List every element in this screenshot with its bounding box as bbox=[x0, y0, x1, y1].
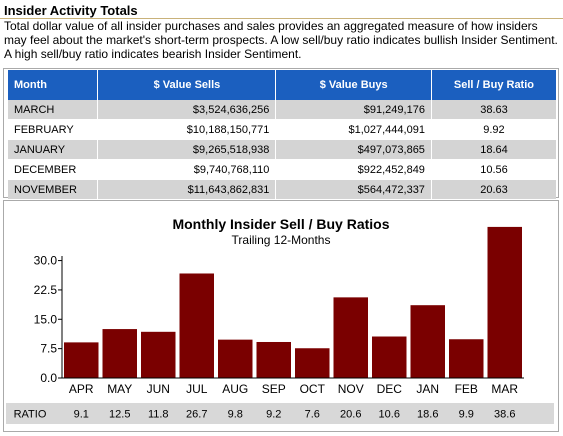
x-tick-label: JAN bbox=[416, 382, 439, 396]
x-tick-label: FEB bbox=[455, 382, 478, 396]
ratio-row-background bbox=[6, 403, 554, 424]
bar-jan bbox=[410, 305, 445, 378]
x-tick-label: JUN bbox=[147, 382, 170, 396]
ratio-value-label: 18.6 bbox=[417, 409, 438, 421]
bar-may bbox=[102, 329, 137, 378]
bar-jun bbox=[141, 331, 176, 378]
chart-title: Monthly Insider Sell / Buy Ratios bbox=[172, 216, 389, 232]
description-text: Total dollar value of all insider purcha… bbox=[4, 19, 558, 61]
totals-table-container: Month $ Value Sells $ Value Buys Sell / … bbox=[3, 68, 559, 200]
ratio-value-label: 38.6 bbox=[494, 409, 515, 421]
y-tick-label: 22.5 bbox=[34, 283, 58, 297]
table-row: DECEMBER $9,740,768,110 $922,452,849 10.… bbox=[8, 159, 556, 180]
insider-totals-table: Month $ Value Sells $ Value Buys Sell / … bbox=[8, 70, 556, 200]
table-row: MARCH $3,524,636,256 $91,249,176 38.63 bbox=[8, 100, 556, 120]
ratio-value-label: 10.6 bbox=[379, 409, 400, 421]
chart-y-axis: 0.0 7.5 15.0 22.5 30.0 bbox=[34, 254, 524, 385]
cell-buys: $922,452,849 bbox=[275, 159, 432, 180]
column-header-month: Month bbox=[8, 70, 99, 100]
cell-month: FEBRUARY bbox=[8, 119, 99, 140]
x-tick-label: APR bbox=[69, 382, 94, 396]
y-tick-label: 0.0 bbox=[40, 371, 57, 385]
cell-buys: $497,073,865 bbox=[275, 139, 432, 160]
cell-buys: $1,027,444,091 bbox=[275, 119, 432, 140]
ratio-value-label: 7.6 bbox=[305, 409, 320, 421]
cell-ratio: 18.64 bbox=[431, 139, 556, 160]
x-tick-label: NOV bbox=[338, 382, 364, 396]
cell-sells: $10,188,150,771 bbox=[97, 119, 277, 140]
table-row: FEBRUARY $10,188,150,771 $1,027,444,091 … bbox=[8, 119, 556, 140]
cell-ratio: 10.56 bbox=[431, 159, 556, 180]
title-divider bbox=[0, 18, 563, 19]
x-tick-label: JUL bbox=[186, 382, 208, 396]
bar-apr bbox=[64, 342, 99, 378]
ratio-value-label: 9.8 bbox=[228, 409, 243, 421]
ratio-chart-container: Monthly Insider Sell / Buy Ratios Traili… bbox=[3, 200, 559, 432]
cell-ratio: 9.92 bbox=[431, 119, 556, 140]
y-tick-label: 7.5 bbox=[40, 342, 57, 356]
ratio-value-label: 9.2 bbox=[266, 409, 281, 421]
cell-month: JANUARY bbox=[8, 139, 99, 160]
column-header-buys: $ Value Buys bbox=[275, 70, 432, 100]
column-header-ratio: Sell / Buy Ratio bbox=[431, 70, 556, 100]
x-tick-label: OCT bbox=[300, 382, 326, 396]
cell-month: MARCH bbox=[8, 100, 99, 120]
bar-mar bbox=[487, 226, 522, 378]
page-title: Insider Activity Totals bbox=[4, 3, 138, 18]
cell-buys: $91,249,176 bbox=[275, 100, 432, 120]
x-tick-label: DEC bbox=[377, 382, 403, 396]
table-row: JANUARY $9,265,518,938 $497,073,865 18.6… bbox=[8, 139, 556, 160]
ratio-value-label: 9.1 bbox=[74, 409, 89, 421]
table-row: NOVEMBER $11,643,862,831 $564,472,337 20… bbox=[8, 179, 556, 200]
bar-nov bbox=[333, 297, 368, 378]
x-tick-label: AUG bbox=[222, 382, 248, 396]
y-tick-label: 15.0 bbox=[34, 312, 58, 326]
x-tick-label: MAR bbox=[491, 382, 518, 396]
cell-sells: $9,740,768,110 bbox=[97, 159, 277, 180]
ratio-value-label: 9.9 bbox=[459, 409, 474, 421]
ratio-row-label: RATIO bbox=[14, 409, 47, 421]
ratio-row-values: 9.1 12.5 11.8 26.7 9.8 9.2 7.6 20.6 10.6 18.6 9.9 3… bbox=[74, 409, 516, 421]
bar-sep bbox=[256, 341, 291, 378]
bar-oct bbox=[295, 348, 330, 378]
cell-month: NOVEMBER bbox=[8, 179, 99, 200]
cell-sells: $9,265,518,938 bbox=[97, 139, 277, 160]
x-tick-label: SEP bbox=[262, 382, 286, 396]
cell-sells: $3,524,636,256 bbox=[97, 100, 277, 120]
bar-jul bbox=[179, 273, 214, 378]
bar-feb bbox=[449, 339, 484, 378]
chart-x-axis: APR MAY JUN JUL AUG SEP OCT NOV DEC JAN FEB MAR bbox=[69, 382, 519, 396]
chart-bars bbox=[64, 226, 522, 378]
ratio-value-label: 11.8 bbox=[148, 409, 169, 421]
column-header-sells: $ Value Sells bbox=[97, 70, 277, 100]
cell-ratio: 20.63 bbox=[431, 179, 556, 200]
chart-subtitle: Trailing 12-Months bbox=[232, 233, 331, 247]
bar-aug bbox=[218, 339, 253, 378]
cell-sells: $11,643,862,831 bbox=[97, 179, 277, 200]
cell-ratio: 38.63 bbox=[431, 100, 556, 120]
cell-buys: $564,472,337 bbox=[275, 179, 432, 200]
table-header-row: Month $ Value Sells $ Value Buys Sell / … bbox=[8, 70, 556, 100]
ratio-value-label: 26.7 bbox=[186, 409, 207, 421]
cell-month: DECEMBER bbox=[8, 159, 99, 180]
ratio-value-label: 20.6 bbox=[340, 409, 361, 421]
ratio-value-label: 12.5 bbox=[109, 409, 130, 421]
ratio-bar-chart: Monthly Insider Sell / Buy Ratios Traili… bbox=[6, 216, 554, 424]
x-tick-label: MAY bbox=[107, 382, 132, 396]
bar-dec bbox=[372, 336, 407, 378]
y-tick-label: 30.0 bbox=[34, 254, 58, 268]
